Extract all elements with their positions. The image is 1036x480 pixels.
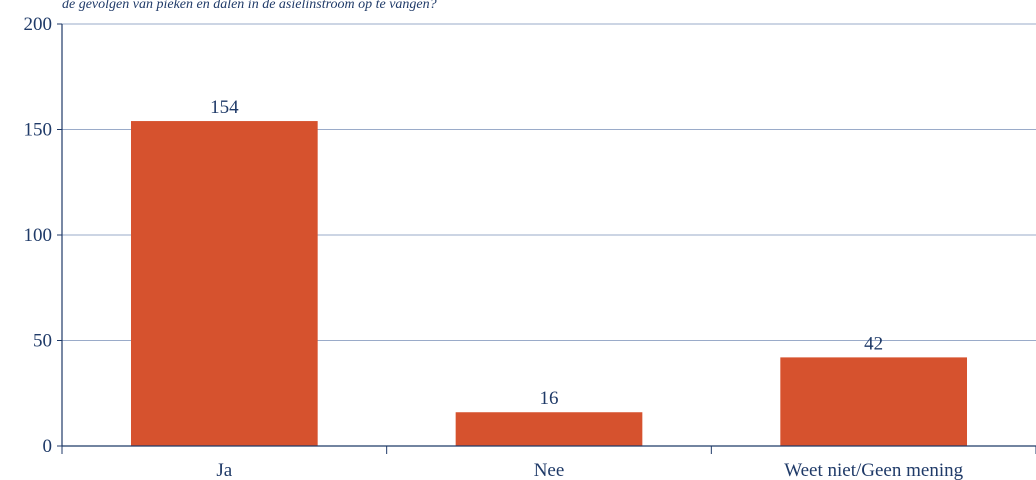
- x-tick-label: Ja: [216, 460, 232, 480]
- axes: [57, 23, 1036, 454]
- bar-ja: [130, 121, 318, 446]
- y-tick-label: 100: [24, 225, 53, 246]
- bars: [130, 121, 968, 446]
- data-label: 42: [864, 333, 883, 354]
- bar-weet-niet-geen-mening: [780, 357, 968, 446]
- labels: 0 50 100 150 200 154 Ja 16 Nee 42 Weet niet/Geen m…: [24, 14, 964, 480]
- data-label: 154: [210, 97, 239, 118]
- data-label: 16: [540, 388, 559, 409]
- y-tick-label: 50: [33, 331, 52, 352]
- x-tick-label: Nee: [534, 460, 565, 480]
- bar-nee: [455, 412, 643, 446]
- y-tick-label: 200: [24, 14, 53, 35]
- chart-title: de gevolgen van pieken en dalen in de as…: [62, 0, 437, 12]
- y-tick-label: 0: [43, 436, 53, 457]
- y-tick-label: 150: [24, 120, 53, 141]
- x-tick-label: Weet niet/Geen mening: [784, 460, 963, 480]
